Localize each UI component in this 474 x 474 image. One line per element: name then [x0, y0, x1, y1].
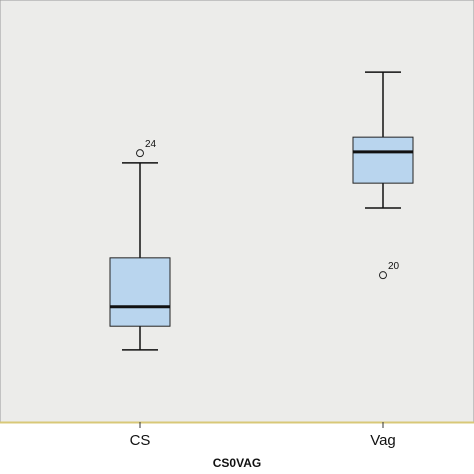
- x-tick-label: CS: [130, 432, 151, 449]
- outlier-label: 20: [388, 261, 400, 272]
- box: [352, 136, 414, 184]
- outlier: [136, 149, 144, 158]
- x-axis-title: CS0VAG: [213, 456, 261, 470]
- outlier: [379, 271, 387, 280]
- x-tick-label: Vag: [370, 432, 396, 449]
- plot-area: [0, 0, 474, 423]
- box: [109, 257, 171, 327]
- outlier-label: 24: [145, 139, 157, 150]
